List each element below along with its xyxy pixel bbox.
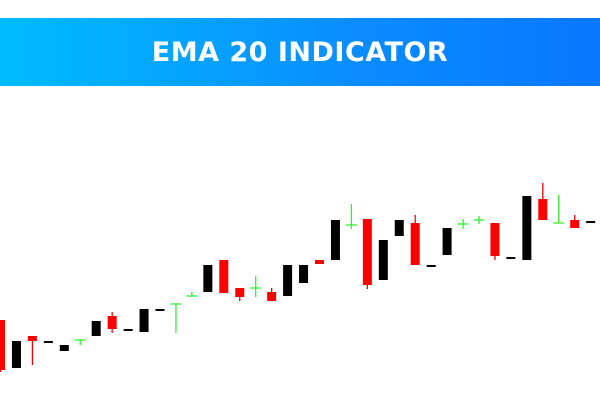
candle: [155, 309, 165, 311]
candle-body: [139, 309, 149, 332]
candle-body: [570, 220, 580, 228]
candle: [27, 336, 37, 365]
candle-body: [410, 223, 420, 265]
candle: [59, 345, 69, 351]
candle-body: [442, 228, 452, 255]
candle: [522, 196, 532, 260]
candle-body: [43, 341, 53, 343]
candle-body: [219, 260, 229, 293]
candle-body: [378, 240, 388, 280]
candle: [235, 288, 245, 301]
candle: [283, 265, 293, 296]
candle: [410, 215, 420, 265]
candle: [442, 228, 452, 255]
page-title: EMA 20 INDICATOR: [151, 36, 449, 68]
candle: [299, 265, 309, 283]
candle: [186, 292, 198, 297]
candle-body: [123, 329, 133, 331]
candle: [378, 240, 388, 280]
candle-body: [586, 221, 596, 223]
candle: [170, 303, 182, 333]
candle-body: [155, 309, 165, 311]
candle: [426, 265, 436, 267]
candle-body: [267, 292, 277, 301]
candle: [250, 276, 262, 297]
candle: [123, 329, 133, 331]
candle: [139, 309, 149, 332]
candle: [506, 257, 516, 259]
candle-body: [506, 257, 516, 259]
candle: [74, 339, 86, 345]
candle-body: [394, 220, 404, 236]
candle: [11, 341, 21, 368]
candle-body: [59, 345, 69, 351]
candle-body: [490, 223, 500, 256]
candle-body: [522, 196, 532, 260]
candle-body: [235, 288, 245, 297]
candle: [553, 195, 565, 224]
candle-body: [91, 321, 101, 336]
candle: [362, 219, 372, 289]
candle-body: [330, 220, 340, 260]
candle: [203, 265, 213, 292]
candle: [43, 341, 53, 343]
candle-body: [362, 219, 372, 285]
candle: [315, 260, 324, 264]
candle: [345, 204, 357, 229]
candle: [330, 220, 340, 260]
candle-body: [299, 265, 309, 283]
candle: [490, 223, 500, 260]
candle-body: [107, 316, 117, 329]
candle-body: [203, 265, 213, 292]
candle: [394, 220, 404, 236]
candle: [0, 320, 5, 372]
candle-body: [426, 265, 436, 267]
candle-body: [538, 199, 548, 220]
candle: [267, 288, 277, 301]
candle-body: [11, 341, 21, 368]
candle: [91, 321, 101, 336]
candle: [457, 219, 469, 229]
candle: [538, 183, 548, 220]
candle: [219, 260, 229, 293]
title-banner: EMA 20 INDICATOR: [0, 18, 600, 86]
candle-body: [0, 320, 5, 370]
candle: [570, 215, 580, 228]
candle-body: [283, 265, 293, 296]
candle: [107, 312, 117, 333]
candle-body: [27, 336, 37, 341]
candle: [473, 216, 485, 224]
candle-body: [315, 260, 324, 264]
candle: [586, 221, 596, 223]
